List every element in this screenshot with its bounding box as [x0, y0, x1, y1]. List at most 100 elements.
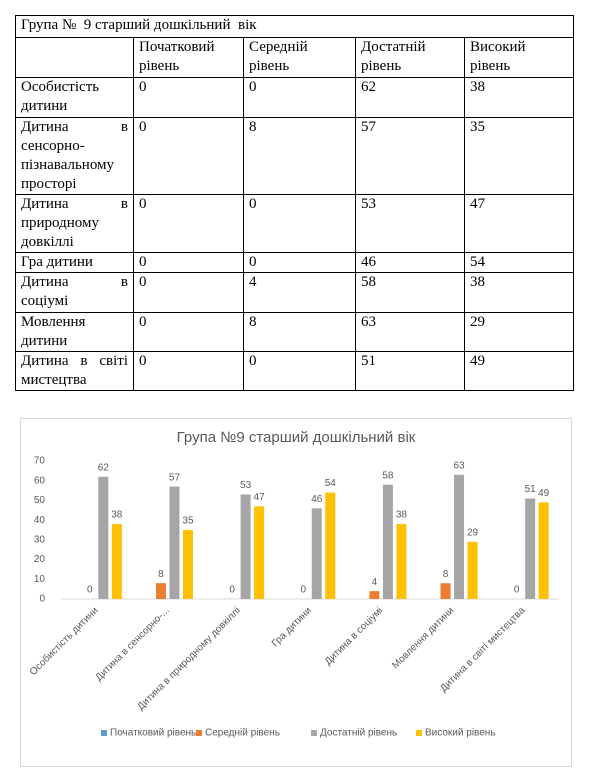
bar — [240, 494, 251, 599]
data-label: 4 — [372, 577, 378, 588]
x-tick-label: Дитина в сенсорно-... — [94, 605, 172, 683]
table-cell: 0 — [243, 77, 356, 118]
bar — [325, 492, 336, 599]
legend-swatch — [101, 730, 107, 736]
table-cell: 58 — [355, 272, 465, 313]
table-row: Мовлення дитини 0 8 63 29 — [15, 312, 575, 352]
table-cell: 38 — [463, 272, 575, 313]
data-label: 46 — [311, 494, 323, 505]
data-label: 29 — [467, 527, 479, 538]
table-cell: 0 — [133, 312, 244, 352]
data-label: 58 — [382, 470, 394, 481]
table-cell: Середній рівень — [243, 37, 356, 78]
legend-swatch — [196, 730, 202, 736]
table-cell: 54 — [463, 252, 575, 273]
table-row: Гра дитини 0 0 46 54 — [15, 252, 575, 273]
table-cell: 0 — [133, 351, 244, 391]
bar — [369, 591, 380, 599]
table-row: Дитина в соціумі 0 4 58 38 — [15, 272, 575, 313]
x-tick-label: Дитина в соціумі — [323, 605, 385, 667]
table-cell: Особистість дитини — [15, 77, 134, 118]
y-tick-label: 60 — [34, 475, 46, 486]
table-cell: Дитина в сенсорно-пізнавальному просторі — [15, 117, 134, 195]
table-cell: Високий рівень — [463, 37, 575, 78]
bar — [169, 486, 180, 599]
table-row: Початковий рівень Середній рівень Достатні… — [15, 37, 575, 78]
data-label: 0 — [300, 585, 306, 596]
data-label: 0 — [514, 585, 520, 596]
table-cell: 57 — [355, 117, 465, 195]
table-cell: 46 — [355, 252, 465, 273]
data-label: 54 — [325, 478, 337, 489]
data-label: 35 — [182, 516, 194, 527]
table-cell: Дитина в природному довкіллі — [15, 194, 134, 253]
table-cell: 0 — [133, 117, 244, 195]
table-cell: Група № 9 старший дошкільний вік — [14, 15, 575, 38]
bar — [467, 541, 478, 599]
bar — [396, 524, 407, 599]
table-row: Дитина в природному довкіллі 0 0 53 47 — [15, 194, 575, 253]
table-cell: 63 — [355, 312, 465, 352]
bar — [382, 484, 393, 599]
table-cell: 35 — [463, 117, 575, 195]
table-cell: 53 — [355, 194, 465, 253]
table-cell: 0 — [133, 77, 244, 118]
table-cell: 4 — [243, 272, 356, 313]
y-tick-label: 70 — [34, 456, 46, 467]
table-cell: 62 — [355, 77, 465, 118]
bar — [182, 530, 193, 599]
legend-swatch — [416, 730, 422, 736]
y-tick-label: 40 — [34, 515, 46, 526]
legend-label: Початковий рівень — [110, 728, 196, 739]
data-label: 8 — [158, 569, 164, 580]
table-row: Дитина в світі мистецтва 0 0 51 49 — [15, 351, 575, 391]
bar — [98, 476, 109, 599]
y-tick-label: 10 — [34, 574, 46, 585]
chart: Група №9 старший дошкільний вік 0 10 20 30 4… — [20, 418, 572, 767]
table-row: Особистість дитини 0 0 62 38 — [15, 77, 575, 118]
table-cell: Гра дитини — [15, 252, 134, 273]
x-tick-label: Особистість дитини — [27, 605, 100, 678]
chart-title: Група №9 старший дошкільний вік — [177, 429, 416, 446]
table-row: Дитина в сенсорно-пізнавальному просторі… — [15, 117, 575, 195]
data-label: 57 — [169, 472, 181, 483]
legend-label: Високий рівень — [425, 728, 496, 739]
table-cell: Дитина в соціумі — [15, 272, 134, 313]
table-cell: 29 — [463, 312, 575, 352]
table-cell: Мовлення дитини — [15, 312, 134, 352]
data-label: 0 — [87, 585, 93, 596]
bar — [454, 474, 465, 599]
table-cell: 0 — [243, 252, 356, 273]
legend-label: Достатній рівень — [320, 728, 397, 739]
bar — [111, 524, 122, 599]
table-row: Група № 9 старший дошкільний вік — [14, 15, 575, 38]
data-label: 8 — [443, 569, 449, 580]
table-cell: Дитина в світі мистецтва — [15, 351, 134, 391]
data-label: 47 — [254, 492, 266, 503]
data-label: 51 — [525, 484, 537, 495]
table-cell: 0 — [243, 351, 356, 391]
legend-label: Середній рівень — [205, 728, 280, 739]
table-cell: Достатній рівень — [355, 37, 465, 78]
data-label: 62 — [98, 462, 110, 473]
x-tick-label: Дитина в світі мистецтва — [438, 605, 528, 695]
table-cell: 49 — [463, 351, 575, 391]
y-tick-label: 30 — [34, 534, 46, 545]
bar — [538, 502, 549, 599]
bar — [311, 508, 322, 599]
y-tick-label: 20 — [34, 554, 46, 565]
data-label: 0 — [229, 585, 235, 596]
data-label: 63 — [453, 460, 465, 471]
bar — [440, 583, 451, 599]
data-label: 38 — [111, 510, 123, 521]
y-tick-label: 50 — [34, 495, 46, 506]
table-cell: 8 — [243, 117, 356, 195]
table-cell: 0 — [133, 252, 244, 273]
x-tick-label: Гра дитини — [270, 605, 314, 649]
table-cell: 47 — [463, 194, 575, 253]
bar — [525, 498, 536, 599]
table-cell: 0 — [133, 272, 244, 313]
table-cell: 0 — [133, 194, 244, 253]
x-tick-label: Мовлення дитини — [390, 605, 456, 671]
